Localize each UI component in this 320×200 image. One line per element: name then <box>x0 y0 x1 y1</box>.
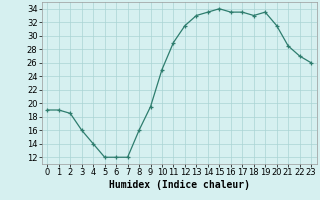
X-axis label: Humidex (Indice chaleur): Humidex (Indice chaleur) <box>109 180 250 190</box>
